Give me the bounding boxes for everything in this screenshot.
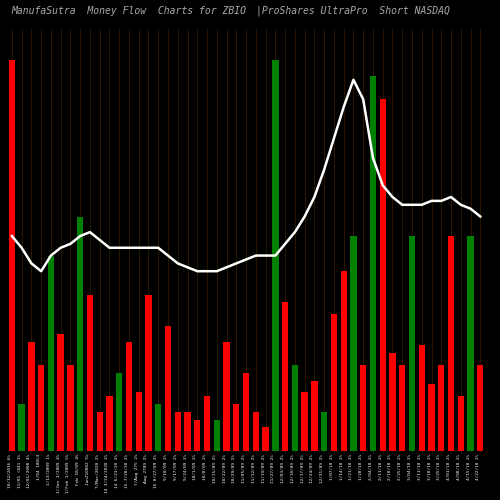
Text: |ProShares UltraPro  Short NASDAQ: |ProShares UltraPro Short NASDAQ [256, 6, 450, 16]
Bar [174, 412, 181, 451]
Bar [146, 294, 152, 451]
Bar [214, 420, 220, 451]
Bar [243, 373, 250, 451]
Bar [87, 294, 93, 451]
Bar [360, 365, 366, 451]
Bar [126, 342, 132, 451]
Bar [18, 404, 25, 451]
Bar [409, 236, 415, 451]
Bar [282, 302, 288, 451]
Bar [204, 396, 210, 451]
Bar [28, 342, 34, 451]
Bar [252, 412, 259, 451]
Bar [184, 412, 190, 451]
Bar [428, 384, 434, 451]
Bar [302, 392, 308, 451]
Bar [477, 365, 484, 451]
Bar [292, 365, 298, 451]
Bar [68, 365, 73, 451]
Bar [77, 216, 84, 451]
Bar [448, 236, 454, 451]
Bar [116, 373, 122, 451]
Bar [418, 346, 425, 451]
Bar [155, 404, 162, 451]
Bar [468, 236, 473, 451]
Bar [272, 60, 278, 451]
Bar [224, 342, 230, 451]
Bar [330, 314, 337, 451]
Bar [350, 236, 356, 451]
Bar [136, 392, 142, 451]
Text: ManufaSutra  Money Flow  Charts for ZBIO: ManufaSutra Money Flow Charts for ZBIO [12, 6, 247, 16]
Bar [458, 396, 464, 451]
Bar [48, 256, 54, 451]
Bar [96, 412, 103, 451]
Bar [311, 380, 318, 451]
Bar [106, 396, 112, 451]
Bar [321, 412, 328, 451]
Bar [194, 420, 200, 451]
Bar [438, 365, 444, 451]
Bar [165, 326, 171, 451]
Bar [233, 404, 239, 451]
Bar [58, 334, 64, 451]
Bar [8, 60, 15, 451]
Bar [380, 100, 386, 451]
Bar [38, 365, 44, 451]
Bar [399, 365, 406, 451]
Bar [390, 353, 396, 451]
Bar [340, 271, 347, 451]
Bar [262, 428, 269, 451]
Bar [370, 76, 376, 451]
